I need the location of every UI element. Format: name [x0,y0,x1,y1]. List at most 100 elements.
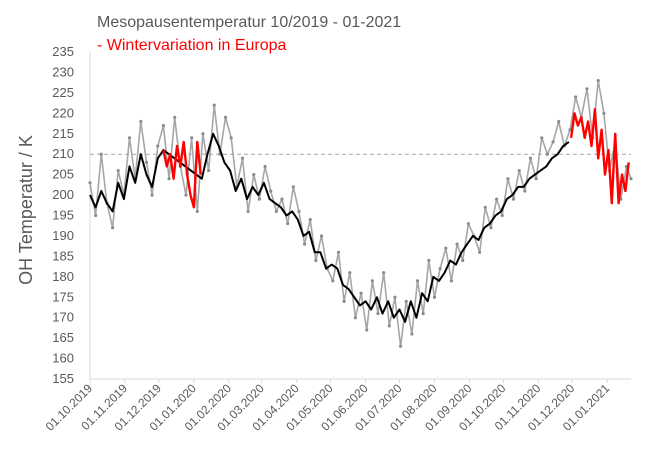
raw-data-point [308,217,312,222]
raw-data-point [523,189,527,193]
y-tick-label: 160 [52,351,74,366]
raw-data-point [444,246,448,250]
y-axis-label: OH Temperatur / K [16,135,36,285]
raw-data-point [150,193,154,197]
y-tick-label: 200 [52,187,74,202]
raw-data-point [449,279,454,283]
raw-data-point [274,209,278,214]
raw-data-point [156,144,160,148]
raw-data-point [596,79,600,83]
raw-data-point [483,205,487,209]
raw-data-point [206,168,211,173]
y-axis: 155 160 165 170 175 180 185 190 195 200 205 210 215 2… [52,44,91,386]
raw-data-point [427,258,431,263]
chart-title: Mesopausentemperatur 10/2019 - 01-2021 [97,14,402,31]
raw-series-line [89,79,632,348]
raw-data-point [545,152,550,156]
raw-data-point [528,156,533,160]
raw-data-point [382,271,386,275]
raw-data-point [455,242,459,246]
y-tick-label: 155 [52,371,74,386]
raw-data-point [517,168,521,173]
raw-data-point [246,209,250,214]
raw-data-point [585,87,589,91]
raw-data-point [494,197,499,201]
raw-data-point [393,295,397,299]
raw-data-point [94,213,98,218]
raw-data-point [116,168,120,173]
raw-data-point [342,299,346,303]
raw-data-point [280,197,284,201]
y-tick-label: 195 [52,208,74,223]
raw-data-point [331,279,335,283]
raw-data-point [223,115,228,119]
raw-data-point [291,185,295,189]
raw-data-point [365,328,369,332]
raw-data-point [201,132,205,136]
raw-data-point [376,312,380,316]
raw-data-point [269,189,273,193]
raw-data-point [461,258,465,263]
raw-data-point [127,136,132,140]
y-tick-label: 190 [52,228,74,243]
y-tick-label: 230 [52,64,74,79]
raw-data-point [574,95,578,99]
y-tick-label: 220 [52,105,74,120]
raw-data-point [410,332,414,336]
raw-data-point [540,136,544,140]
raw-data-point [438,267,442,271]
y-tick-label: 215 [52,126,74,141]
raw-data-point [534,177,538,181]
y-tick-label: 175 [52,289,74,304]
raw-data-point [359,291,363,295]
raw-data-point [99,152,103,156]
raw-data-point [302,242,307,246]
y-tick-label: 165 [52,330,74,345]
raw-data-point [263,164,267,169]
raw-data-point [370,279,374,283]
y-tick-label: 210 [52,146,74,161]
raw-data-point [240,156,245,160]
raw-data-point [602,111,606,115]
raw-data-point [229,136,233,140]
raw-data-point [314,258,318,263]
raw-data-point [297,209,301,214]
y-tick-label: 170 [52,310,74,325]
raw-data-point [432,295,437,299]
raw-data-point [511,197,516,201]
raw-data-point [190,136,194,140]
raw-data-point [212,103,216,107]
raw-data-point [500,213,504,218]
raw-data-point [110,226,115,230]
raw-data-point [489,226,493,230]
raw-data-point [478,250,482,254]
raw-data-point [557,119,561,124]
raw-data-point [629,177,633,181]
raw-data-point [161,123,166,128]
raw-data-point [252,173,256,177]
x-axis: 01.10.201901.11.201901.12.201901.01.2020… [43,378,631,434]
raw-data-point [466,222,470,226]
series-group [88,79,633,348]
chart-subtitle: - Wintervariation in Europa [97,37,287,54]
raw-data-point [506,177,510,181]
raw-data-point [144,160,149,164]
raw-data-point [139,119,143,124]
winter-segment-2 [569,107,630,205]
raw-data-point [421,312,425,316]
raw-data-point [167,177,171,181]
raw-data-point [398,344,403,348]
raw-data-point [551,140,555,144]
raw-data-point [353,316,358,320]
y-tick-label: 185 [52,248,74,263]
raw-data-point [286,222,290,226]
raw-data-point [568,128,572,132]
raw-data-point [387,324,391,328]
raw-data-point [173,115,177,119]
y-tick-label: 205 [52,167,74,182]
raw-data-point [195,209,199,214]
y-tick-label: 180 [52,269,74,284]
raw-data-point [415,279,420,283]
